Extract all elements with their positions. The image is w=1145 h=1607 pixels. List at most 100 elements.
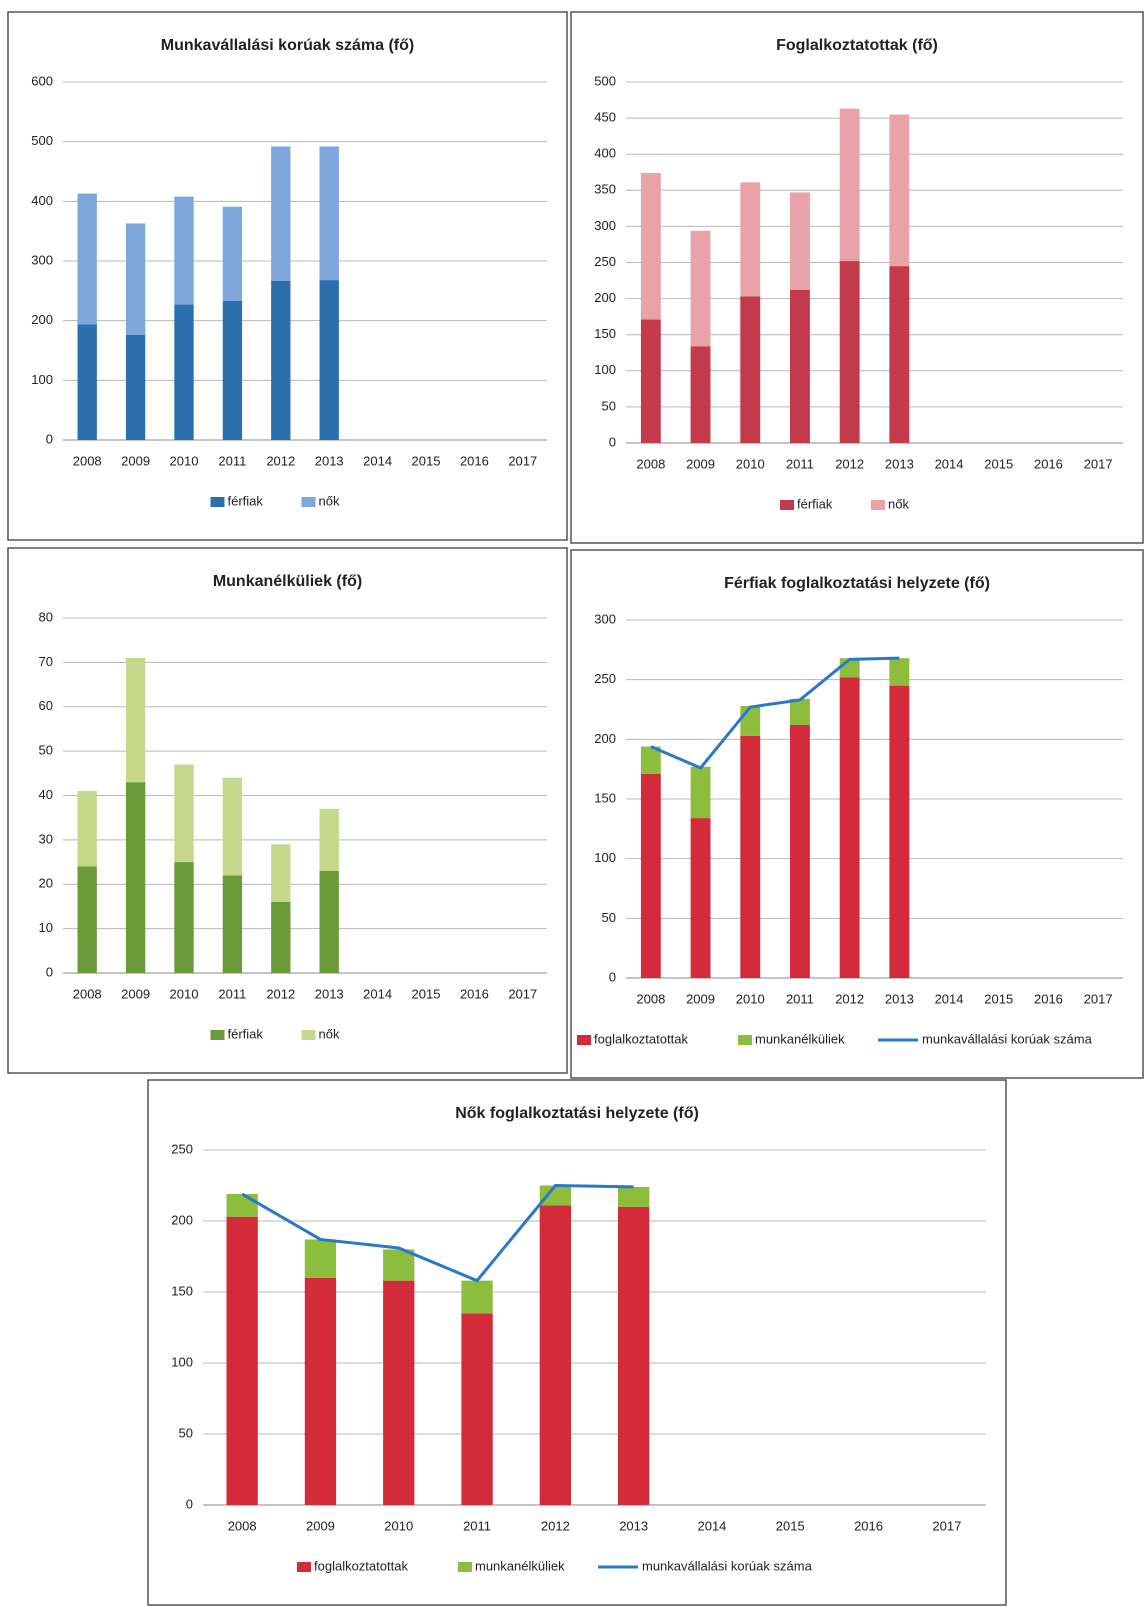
legend-swatch (871, 500, 885, 510)
legend-label: férfiak (228, 1026, 264, 1041)
legend-label: nők (888, 496, 909, 511)
x-tick-label: 2012 (266, 986, 295, 1001)
x-tick-label: 2017 (508, 453, 537, 468)
legend-label: foglalkoztatottak (314, 1558, 408, 1573)
y-tick-label: 0 (46, 964, 53, 979)
y-tick-label: 200 (171, 1212, 193, 1227)
y-tick-label: 20 (39, 876, 53, 891)
x-tick-label: 2016 (1034, 991, 1063, 1006)
legend-label: munkavállalási korúak száma (922, 1031, 1093, 1046)
bar (125, 782, 146, 973)
bar (222, 875, 243, 973)
y-tick-label: 0 (609, 969, 616, 984)
bar (690, 766, 711, 819)
bar (304, 1277, 337, 1505)
x-tick-label: 2013 (885, 456, 914, 471)
x-tick-label: 2012 (541, 1518, 570, 1533)
y-tick-label: 50 (602, 910, 616, 925)
y-tick-label: 100 (594, 850, 616, 865)
x-tick-label: 2015 (412, 453, 441, 468)
y-tick-label: 200 (31, 312, 53, 327)
y-tick-label: 600 (31, 73, 53, 88)
bar (889, 685, 910, 978)
y-tick-label: 250 (594, 671, 616, 686)
x-tick-label: 2010 (170, 986, 199, 1001)
legend: férfiak nők (210, 1026, 340, 1041)
y-tick-label: 0 (46, 431, 53, 446)
y-tick-label: 100 (171, 1354, 193, 1369)
y-tick-label: 50 (602, 398, 616, 413)
bar (383, 1280, 415, 1505)
chart: Nők foglalkoztatási helyzete (fő) 0 50 100 1… (147, 1079, 1007, 1606)
y-tick-label: 150 (594, 326, 616, 341)
bar (222, 777, 243, 876)
bar (640, 773, 661, 978)
bar (77, 193, 97, 325)
bar (222, 206, 243, 301)
bar (740, 296, 761, 443)
x-tick-label: 2016 (460, 453, 489, 468)
y-tick-label: 70 (39, 654, 53, 669)
x-tick-label: 2015 (984, 991, 1013, 1006)
bar (383, 1249, 415, 1281)
legend-label: munkanélküliek (475, 1558, 565, 1573)
bar (539, 1185, 572, 1206)
x-tick-label: 2012 (266, 453, 295, 468)
legend-swatch (301, 1030, 316, 1040)
y-tick-label: 450 (594, 110, 616, 125)
x-tick-label: 2009 (686, 991, 715, 1006)
y-tick-label: 10 (39, 920, 53, 935)
y-tick-label: 200 (594, 731, 616, 746)
bar (790, 725, 810, 978)
y-tick-label: 300 (31, 252, 53, 267)
x-tick-label: 2014 (363, 453, 392, 468)
chart: Férfiak foglalkoztatási helyzete (fő) 0 50… (570, 549, 1144, 1079)
bar (271, 280, 291, 440)
bar (125, 657, 146, 783)
bar (461, 1280, 493, 1314)
y-tick-label: 200 (594, 290, 616, 305)
legend-swatch (458, 1562, 472, 1572)
legend-swatch (301, 497, 316, 507)
bar (319, 146, 339, 281)
x-tick-label: 2010 (170, 453, 199, 468)
y-tick-label: 0 (186, 1496, 193, 1511)
bar (839, 677, 860, 978)
y-tick-label: 50 (179, 1425, 193, 1440)
x-tick-label: 2012 (835, 991, 864, 1006)
x-tick-label: 2011 (786, 456, 814, 471)
chart-title: Munkavállalási korúak száma (fő) (161, 37, 414, 54)
bar (539, 1205, 572, 1505)
bar (740, 735, 761, 978)
y-tick-label: 500 (31, 133, 53, 148)
x-tick-label: 2015 (984, 456, 1013, 471)
x-tick-label: 2016 (854, 1518, 883, 1533)
y-tick-label: 300 (594, 611, 616, 626)
legend-label: munkavállalási korúak száma (642, 1558, 813, 1573)
bar (690, 230, 711, 347)
x-tick-label: 2011 (786, 991, 814, 1006)
legend-swatch (297, 1562, 311, 1572)
x-tick-label: 2008 (73, 453, 102, 468)
x-tick-label: 2014 (363, 986, 392, 1001)
bar (319, 280, 339, 440)
bar (77, 324, 97, 440)
x-tick-label: 2011 (218, 986, 246, 1001)
chart-frame (147, 1079, 1007, 1606)
y-tick-label: 400 (594, 146, 616, 161)
x-tick-label: 2016 (1034, 456, 1063, 471)
y-tick-label: 50 (39, 743, 53, 758)
bar (889, 658, 910, 686)
line (241, 1183, 634, 1283)
chart-frame (7, 547, 568, 1074)
bar (839, 108, 860, 262)
bar (617, 1186, 650, 1207)
y-tick-label: 80 (39, 609, 53, 624)
y-tick-label: 500 (594, 73, 616, 88)
bar (271, 146, 291, 281)
legend-swatch (738, 1035, 752, 1045)
x-tick-label: 2008 (228, 1518, 257, 1533)
bar (174, 304, 194, 440)
x-tick-label: 2013 (885, 991, 914, 1006)
bar (174, 764, 194, 863)
